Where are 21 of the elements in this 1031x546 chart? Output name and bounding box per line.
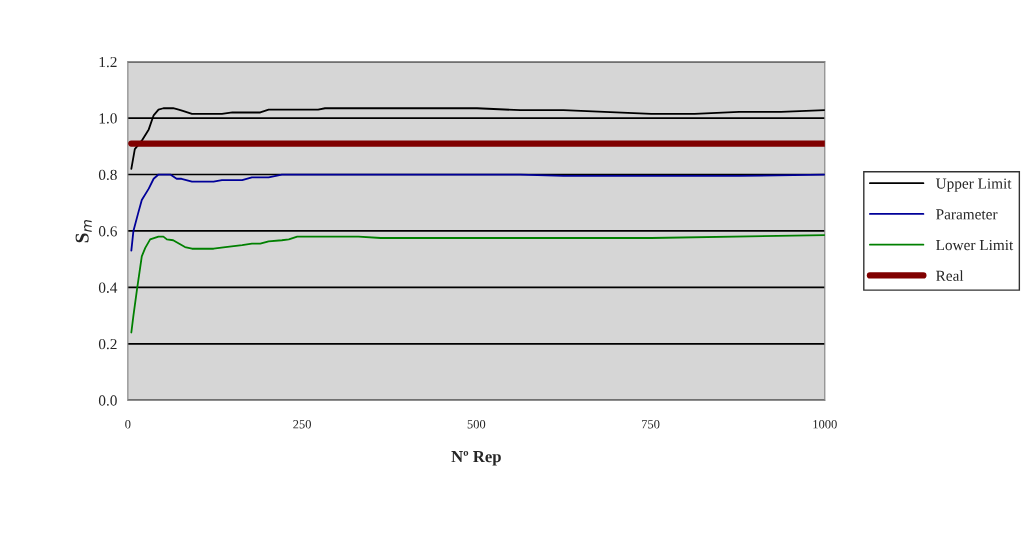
y-tick-label: 1.2 [99,56,117,68]
y-tick-label: 0.4 [98,282,118,293]
y-tick-label: 1.0 [99,113,117,124]
line-series [130,234,825,334]
x-tick-label: 750 [642,420,660,429]
legend-label: Upper Limit [935,178,1012,192]
x-tick-label: 500 [467,420,486,429]
y-tick-label: 0.2 [98,338,117,350]
y-axis-title: S$_{m}$ [75,220,92,243]
x-axis-title: Nº Rep [451,450,501,466]
y-tick-label: 0.8 [98,169,117,181]
x-tick-label: 0 [125,420,131,429]
legend-label: Real [936,270,964,281]
y-tick-label: 0.6 [98,226,117,237]
legend-label: Lower Limit [936,239,1014,251]
legend-label: Parameter [936,209,998,220]
line-series [130,173,825,252]
x-tick-label: 250 [293,420,311,429]
y-tick-label: 0.0 [98,395,117,406]
line-series [130,107,825,170]
x-tick-label: 1000 [813,420,837,429]
